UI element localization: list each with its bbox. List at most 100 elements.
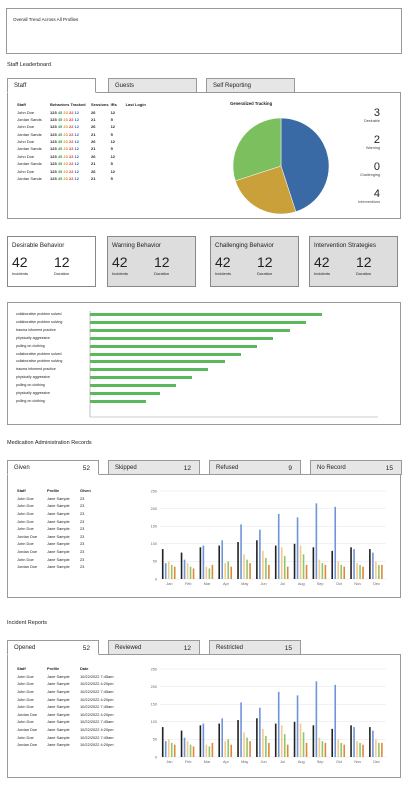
staff-name: John Doe — [17, 168, 35, 174]
table-row[interactable]: John Doe Jane Sample 23 — [16, 502, 92, 510]
card-incidents-label: Incidents — [112, 271, 129, 276]
bar-jan-series-2 — [167, 561, 170, 579]
card-incidents-label: Incidents — [12, 271, 29, 276]
behavior-count-d: 45 — [57, 146, 63, 152]
table-row[interactable]: Jordan Doe Jane Sample 23 — [16, 533, 92, 541]
bar-jun-series-1 — [259, 707, 261, 757]
table-row[interactable]: John Doe Jane Sample 10/22/2022 7:45am — [16, 703, 115, 711]
table-row[interactable]: Jordan Doe Jane Sample 10/22/2022 4:20pm — [16, 711, 115, 719]
table-row[interactable]: Jordan Sands 123 45 23 22 12 21 5 — [16, 131, 147, 138]
card-warning-behavior[interactable]: Warning Behavior 42 12 Incidents Duration — [107, 236, 196, 287]
table-row[interactable]: Jordan Doe Jane Sample 10/22/2022 4:20pm — [16, 726, 115, 734]
tab-restricted[interactable]: Restricted 15 — [209, 640, 301, 655]
behavior-bar-panel: collaborative problem solved collaborativ… — [7, 302, 401, 425]
table-row[interactable]: John Doe Jane Sample 10/22/2022 4:20pm — [16, 680, 115, 688]
staff-name: Jordan Sands — [17, 116, 42, 122]
table-row[interactable]: John Doe Jane Sample 23 — [16, 555, 92, 563]
table-row[interactable]: Jordan Doe Jane Sample 10/22/2022 4:20pm — [16, 741, 115, 749]
last-login — [125, 108, 147, 115]
card-desirable-behavior[interactable]: Desirable Behavior 42 12 Incidents Duration — [7, 236, 96, 287]
table-row[interactable]: John Doe Jane Sample 10/22/2022 4:20pm — [16, 695, 115, 703]
table-row[interactable]: John Doe Jane Sample 10/22/2022 7:45am — [16, 733, 115, 741]
behavior-count-i: 12 — [74, 153, 79, 159]
table-row[interactable]: John Doe Jane Sample 23 — [16, 525, 92, 533]
bar-feb-series-4 — [192, 568, 195, 579]
card-incidents-value: 42 — [12, 254, 28, 270]
last-login — [125, 138, 147, 145]
table-row[interactable]: Jordan Sands 123 45 23 22 12 21 5 — [16, 145, 147, 152]
sessions-count: 26 — [91, 109, 96, 115]
tab-skipped[interactable]: Skipped 12 — [108, 460, 200, 475]
tab-guests[interactable]: Guests — [108, 78, 197, 93]
table-row[interactable]: John Doe 123 45 23 22 12 26 12 — [16, 123, 147, 130]
table-row[interactable]: Jordan Sands 123 45 23 22 12 21 5 — [16, 175, 147, 182]
behaviors-tracked: 123 45 23 22 12 — [49, 131, 90, 138]
behavior-count-d: 45 — [57, 168, 63, 174]
stat-value: 2 — [373, 134, 380, 146]
table-row[interactable]: John Doe 123 45 23 22 12 26 12 — [16, 108, 147, 115]
bar-feb-series-3 — [189, 744, 192, 757]
tab-given[interactable]: Given 52 — [7, 460, 99, 475]
table-row[interactable]: John Doe Jane Sample 10/22/2022 7:45am — [16, 688, 115, 696]
tab-label: Given — [14, 465, 30, 471]
staff-name: John Doe — [17, 139, 35, 145]
table-row[interactable]: Jordan Doe Jane Sample 23 — [16, 563, 92, 571]
table-row[interactable]: Jordan Sands 123 45 23 22 12 21 5 — [16, 116, 147, 123]
hbar-bar — [90, 392, 160, 395]
behavior-count-i: 12 — [74, 168, 79, 174]
tab-staff[interactable]: Staff — [7, 78, 96, 93]
bar-aug-series-3 — [302, 732, 305, 757]
card-duration-value: 12 — [54, 254, 70, 270]
row-value: 23 — [80, 556, 85, 562]
hbar-label: collaborative problem solved — [16, 312, 62, 316]
behavior-count-c: 22 — [68, 131, 74, 137]
x-tick-label: Feb — [185, 760, 192, 764]
card-title: Intervention Strategies — [314, 242, 376, 249]
card-duration-label: Duration — [54, 271, 70, 276]
stat-value: 4 — [373, 188, 380, 200]
behavior-count-w: 23 — [63, 109, 68, 115]
staff-name: Jordan Doe — [17, 711, 38, 717]
table-row[interactable]: Jordan Doe Jane Sample 23 — [16, 548, 92, 556]
tab-no-record[interactable]: No Record 15 — [310, 460, 402, 475]
behaviors-tracked: 123 45 23 22 12 — [49, 167, 90, 174]
row-value: 23 — [80, 564, 85, 570]
card-challenging-behavior[interactable]: Challenging Behavior 42 12 Incidents Duratio… — [210, 236, 299, 287]
behavior-count-total: 123 — [50, 153, 57, 159]
tab-opened[interactable]: Opened 52 — [7, 640, 99, 655]
card-intervention-strategies[interactable]: Intervention Strategies 42 12 Incidents Dura… — [309, 236, 398, 287]
bar-aug-series-0 — [293, 721, 296, 757]
table-row[interactable]: John Doe 123 45 23 22 12 26 12 — [16, 138, 147, 145]
row-value: 10/22/2022 7:45am — [80, 719, 114, 725]
table-row[interactable]: John Doe Jane Sample 10/22/2022 7:45am — [16, 673, 115, 681]
table-row[interactable]: Jordan Sands 123 45 23 22 12 21 5 — [16, 160, 147, 167]
tab-self-reporting[interactable]: Self Reporting — [206, 78, 295, 93]
table-row[interactable]: John Doe 123 45 23 22 12 26 12 — [16, 167, 147, 174]
bar-sep-series-2 — [318, 737, 321, 757]
y-tick-label: 100 — [151, 720, 157, 724]
hbar-label: physically aggressive — [16, 375, 50, 380]
last-login — [125, 167, 147, 174]
row-value: 10/22/2022 4:20pm — [80, 711, 114, 717]
col-staff: Staff — [17, 666, 26, 672]
y-tick-label: 250 — [151, 667, 157, 671]
table-row[interactable]: John Doe Jane Sample 23 — [16, 517, 92, 525]
behavior-count-total: 123 — [50, 175, 57, 181]
irs-count: 5 — [110, 146, 113, 152]
tab-reviewed[interactable]: Reviewed 12 — [108, 640, 200, 655]
behavior-count-total: 123 — [50, 116, 57, 122]
table-row[interactable]: John Doe 123 45 23 22 12 26 12 — [16, 153, 147, 160]
table-row[interactable]: John Doe Jane Sample 23 — [16, 510, 92, 518]
table-row[interactable]: John Doe Jane Sample 23 — [16, 540, 92, 548]
stat-label: Warning — [366, 146, 380, 150]
bar-mar-series-3 — [208, 746, 211, 757]
behaviors-tracked: 123 45 23 22 12 — [49, 160, 90, 167]
irs-count: 12 — [110, 139, 116, 145]
bar-nov-series-2 — [356, 563, 358, 579]
sessions-count: 26 — [91, 153, 96, 159]
table-row[interactable]: John Doe Jane Sample 10/22/2022 7:45am — [16, 718, 115, 726]
irs-count: 5 — [110, 131, 113, 137]
tab-refused[interactable]: Refused 9 — [209, 460, 301, 475]
table-row[interactable]: John Doe Jane Sample 23 — [16, 495, 92, 503]
hbar-label: pulling on clothing — [16, 383, 45, 388]
